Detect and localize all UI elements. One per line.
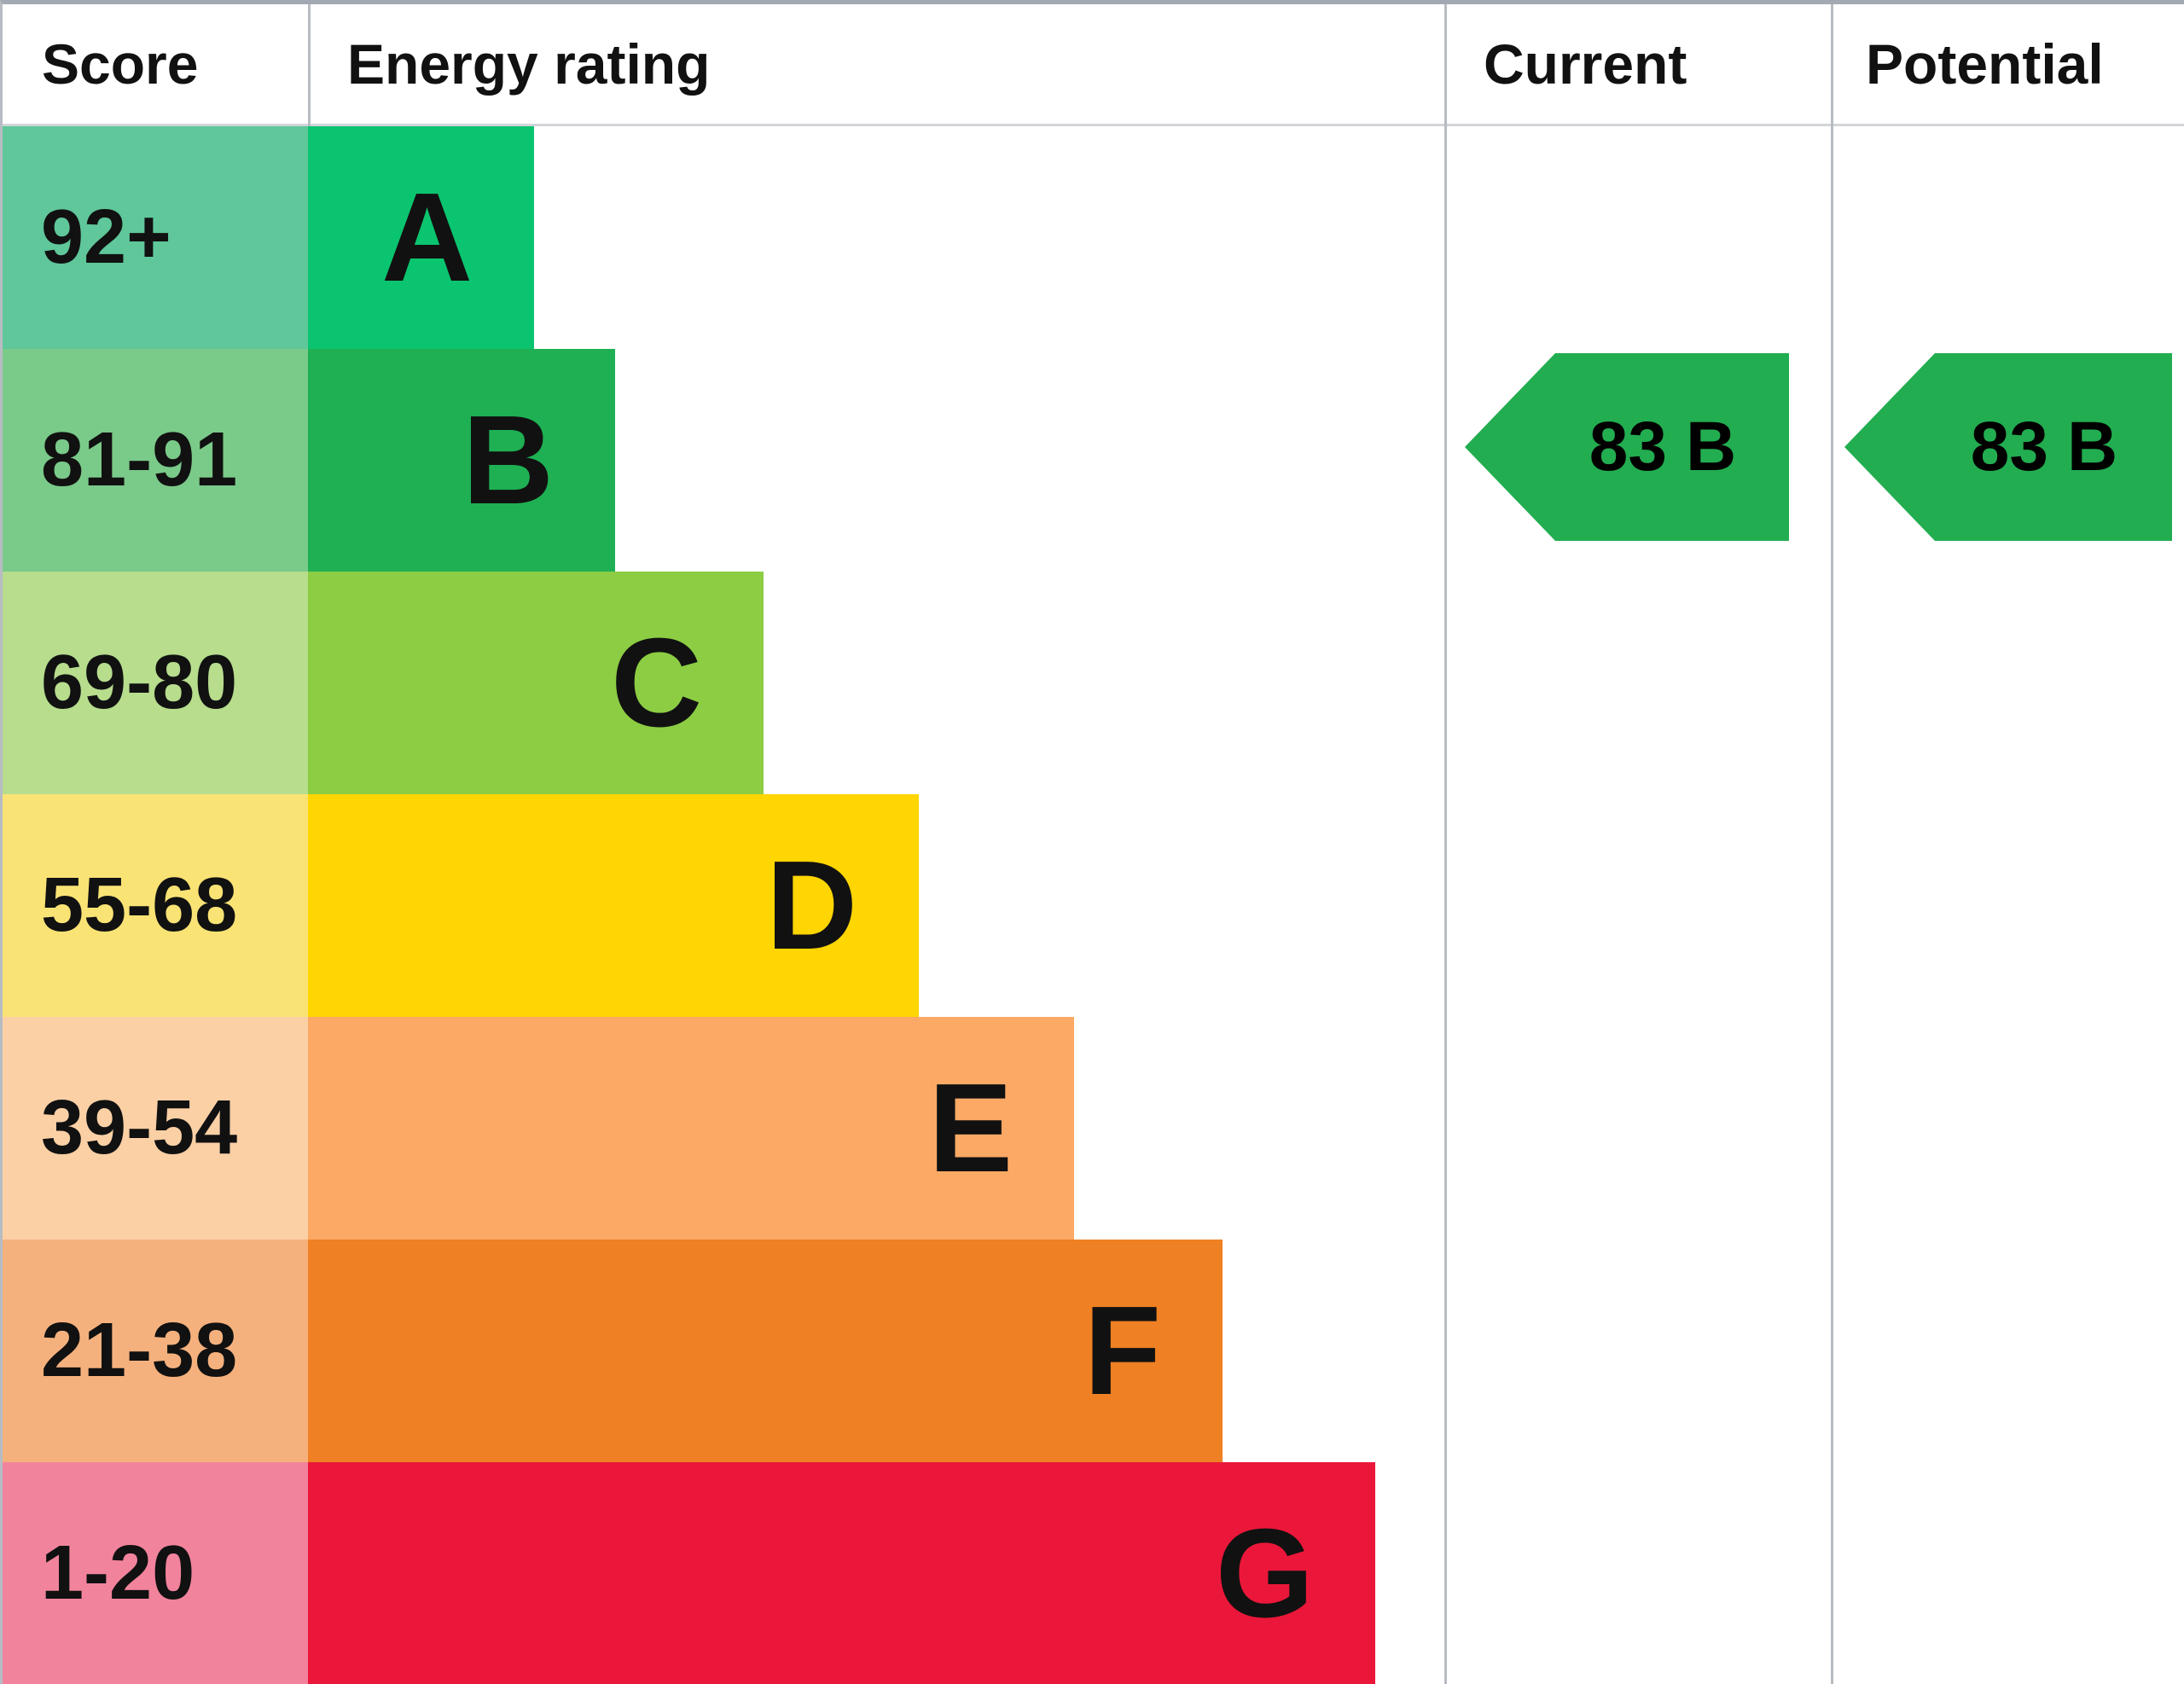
energy-bar-d: D [308,794,919,1017]
band-letter-b: B [462,389,554,531]
band-letter-a: A [381,166,473,308]
band-row-g: 1-20 G [3,1462,2184,1684]
energy-bar-g: G [308,1462,1375,1684]
energy-bar-a: A [308,126,534,349]
divider-score-column [308,4,311,126]
band-letter-f: F [1083,1280,1161,1421]
band-rows: 92+ A 81-91 B 69-80 C 55-68 D 39-54 [3,126,2184,1684]
score-cell-e: 39-54 [3,1017,308,1240]
band-row-c: 69-80 C [3,572,2184,794]
column-header-current: Current [1484,32,1687,96]
score-cell-a: 92+ [3,126,308,349]
potential-rating-band: B [2067,408,2118,485]
score-cell-b: 81-91 [3,349,308,572]
current-rating-band: B [1686,408,1737,485]
divider-potential-column [1831,4,1833,1684]
band-letter-c: C [611,612,702,753]
header-underline [3,124,2184,126]
band-row-f: 21-38 F [3,1240,2184,1462]
divider-current-column [1444,4,1447,1684]
score-cell-g: 1-20 [3,1462,308,1684]
energy-bar-c: C [308,572,764,794]
column-header-score: Score [42,32,199,96]
energy-bar-e: E [308,1017,1074,1240]
band-row-e: 39-54 E [3,1017,2184,1240]
current-rating-score: 83 [1589,408,1667,485]
band-letter-d: D [766,834,857,976]
band-row-a: 92+ A [3,126,2184,349]
potential-rating-score: 83 [1970,408,2048,485]
band-row-b: 81-91 B [3,349,2184,572]
column-header-potential: Potential [1866,32,2104,96]
band-letter-e: E [928,1057,1013,1199]
score-cell-c: 69-80 [3,572,308,794]
band-letter-g: G [1215,1502,1314,1644]
column-header-energy-rating: Energy rating [347,32,711,96]
energy-bar-f: F [308,1240,1223,1462]
energy-bar-b: B [308,349,615,572]
band-row-d: 55-68 D [3,794,2184,1017]
score-cell-f: 21-38 [3,1240,308,1462]
score-cell-d: 55-68 [3,794,308,1017]
